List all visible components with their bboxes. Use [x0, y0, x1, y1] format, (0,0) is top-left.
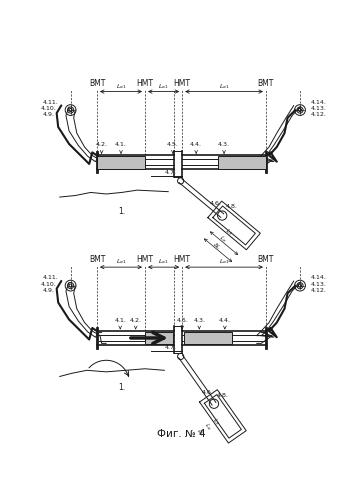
- Text: $L_{\alpha1}$: $L_{\alpha1}$: [116, 82, 126, 91]
- Text: 4.13.: 4.13.: [311, 282, 327, 286]
- Text: 4.14.: 4.14.: [311, 100, 327, 105]
- Text: $\Delta L$: $\Delta L$: [195, 426, 206, 438]
- Bar: [97, 156, 145, 168]
- Text: 4.4.: 4.4.: [219, 318, 231, 329]
- Text: $L_{\alpha 1}$: $L_{\alpha 1}$: [158, 258, 169, 266]
- Text: 4.12.: 4.12.: [311, 112, 327, 117]
- Bar: [184, 332, 232, 344]
- Text: 4.7.: 4.7.: [165, 346, 177, 350]
- Text: 4.10.: 4.10.: [41, 106, 57, 111]
- Text: 4.12.: 4.12.: [311, 288, 327, 292]
- Text: 4.9.: 4.9.: [43, 112, 55, 117]
- Text: BMT: BMT: [89, 80, 105, 88]
- Text: 4.2.: 4.2.: [96, 142, 108, 153]
- Text: 4.1.: 4.1.: [114, 318, 126, 329]
- Text: 4.6.: 4.6.: [210, 202, 222, 206]
- Text: $L_{\alpha1}$: $L_{\alpha1}$: [116, 258, 126, 266]
- Text: $L_{\alpha1}$: $L_{\alpha1}$: [219, 82, 229, 91]
- Text: HMT: HMT: [137, 80, 154, 88]
- Text: 1.: 1.: [118, 383, 125, 392]
- Text: HMT: HMT: [174, 80, 191, 88]
- Text: 4.14.: 4.14.: [311, 276, 327, 280]
- Text: BMT: BMT: [258, 255, 274, 264]
- Text: 4.10.: 4.10.: [41, 282, 57, 286]
- Text: $L_{\alpha1}$: $L_{\alpha1}$: [219, 258, 229, 266]
- Text: 4.5.: 4.5.: [176, 318, 188, 329]
- Text: $L_{\alpha}$: $L_{\alpha}$: [202, 421, 214, 432]
- Text: 4.5.: 4.5.: [167, 142, 179, 153]
- Text: HMT: HMT: [174, 255, 191, 264]
- Text: 4.3.: 4.3.: [193, 318, 205, 329]
- Text: $L_3$: $L_3$: [210, 416, 222, 426]
- Text: $\Delta L$: $\Delta L$: [211, 240, 222, 252]
- Text: 4.8.: 4.8.: [217, 392, 229, 398]
- Text: $L_{\alpha}$: $L_{\alpha}$: [217, 233, 228, 245]
- Text: BMT: BMT: [89, 255, 105, 264]
- Text: 4.7.: 4.7.: [165, 170, 177, 174]
- Text: 4.11.: 4.11.: [42, 100, 58, 105]
- Text: Фиг. № 4: Фиг. № 4: [157, 429, 206, 439]
- Text: 4.3.: 4.3.: [218, 142, 230, 153]
- Text: 4.2.: 4.2.: [130, 318, 142, 329]
- Text: 4.1.: 4.1.: [115, 142, 127, 153]
- Bar: [218, 156, 266, 168]
- Text: BMT: BMT: [258, 80, 274, 88]
- Text: 4.9.: 4.9.: [43, 288, 55, 292]
- Text: 4.4.: 4.4.: [190, 142, 202, 153]
- Text: 4.8.: 4.8.: [225, 204, 237, 210]
- Text: $L_3$: $L_3$: [223, 226, 234, 237]
- Bar: [145, 332, 173, 344]
- Text: 1.: 1.: [118, 207, 125, 216]
- Text: 4.6.: 4.6.: [202, 390, 214, 394]
- Text: 4.13.: 4.13.: [311, 106, 327, 111]
- Text: 4.11.: 4.11.: [42, 276, 58, 280]
- Text: $L_{\alpha 1}$: $L_{\alpha 1}$: [158, 82, 169, 91]
- Text: HMT: HMT: [137, 255, 154, 264]
